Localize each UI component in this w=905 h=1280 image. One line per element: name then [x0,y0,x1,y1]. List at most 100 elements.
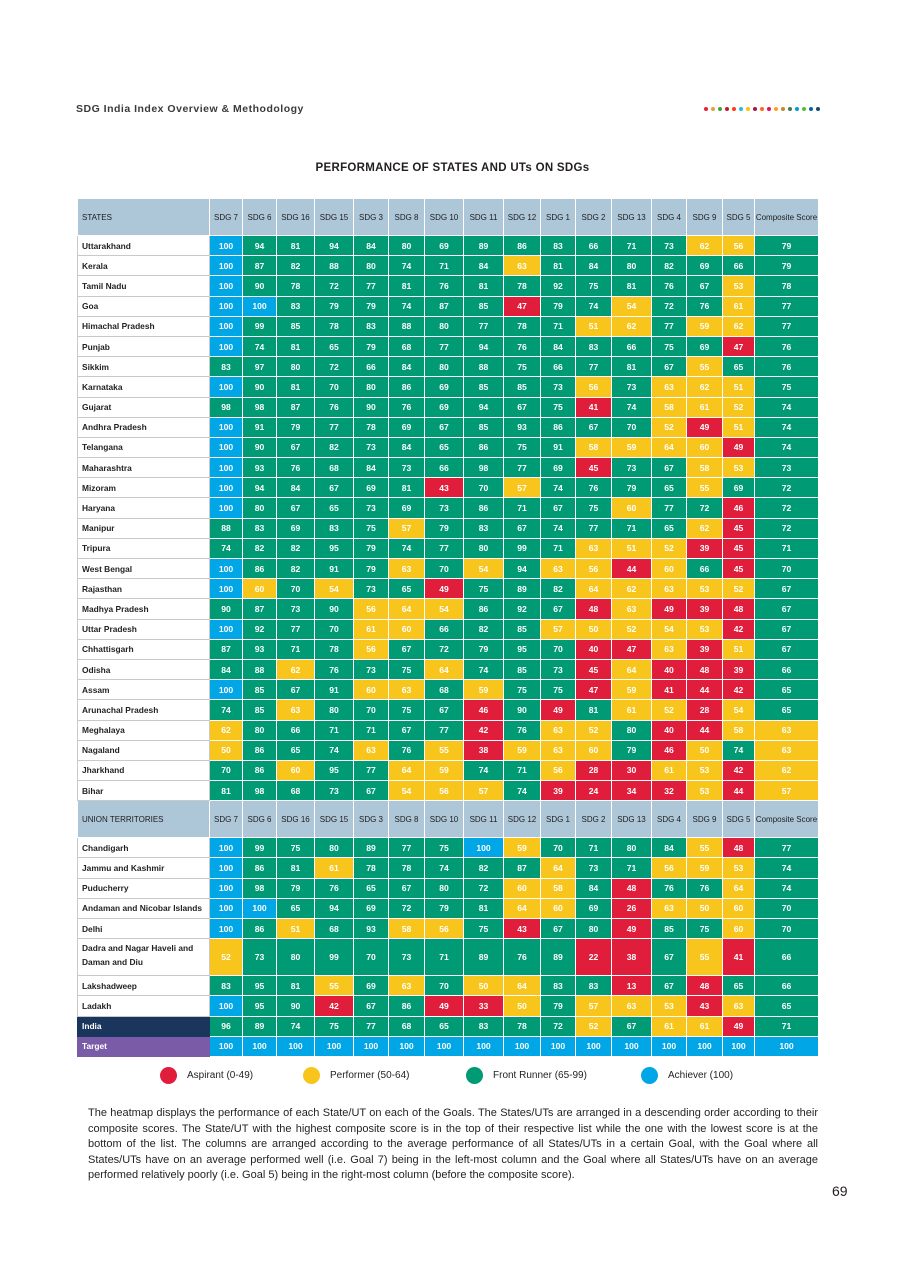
score-cell: 71 [575,837,612,859]
score-cell: 94 [314,234,354,257]
score-cell: 57 [503,477,541,499]
score-cell: 67 [353,995,389,1017]
score-cell: 83 [209,975,243,997]
sdg-dot [746,107,750,111]
score-cell: 84 [463,255,504,277]
score-cell: 56 [353,598,389,620]
score-cell: 41 [722,938,755,977]
row-name: Target [77,1035,210,1057]
sdg-dot [732,107,736,111]
table-row: Karnataka 100 90 81 70 80 86 69 85 85 73 56 73 63 62 51… [77,376,819,398]
score-cell: 74 [276,1015,315,1037]
score-cell: 84 [388,356,425,378]
score-cell: 100 [651,1035,687,1057]
score-cell: 51 [722,376,755,398]
score-cell: 82 [276,255,315,277]
sdg-dot [788,107,792,111]
row-name: Bihar [77,780,210,802]
score-cell: 86 [540,416,576,438]
score-cell: 89 [242,1015,277,1037]
score-cell: 79 [424,517,464,539]
score-cell: 52 [209,938,243,977]
score-cell: 72 [651,295,687,317]
score-cell: 86 [388,376,425,398]
score-cell: 56 [575,557,612,580]
score-cell: 67 [388,638,425,660]
score-cell: 73 [353,497,389,519]
score-cell: 69 [424,396,464,418]
row-name: Gujarat [77,396,210,418]
score-cell: 57 [463,780,504,802]
score-cell: 45 [722,557,755,580]
column-header: SDG 3 [353,198,389,236]
score-cell: 62 [611,315,652,337]
score-cell: 61 [686,396,723,418]
score-cell: 85 [463,295,504,317]
score-cell: 100 [209,255,243,277]
score-cell: 86 [242,739,277,761]
score-cell: 74 [388,537,425,560]
table-row: Bihar 81 98 68 73 67 54 56 57 74 39 24 34 32 53 44 57 [77,780,819,802]
composite-cell: 100 [754,1035,819,1057]
score-cell: 100 [209,897,243,920]
score-cell: 59 [424,759,464,782]
score-cell: 90 [353,396,389,418]
row-name: Sikkim [77,356,210,378]
table-row: Delhi 100 86 51 68 93 58 56 75 43 67 80 49 85 75 60 70 [77,917,819,940]
score-cell: 73 [314,780,354,802]
score-cell: 63 [388,679,425,701]
score-cell: 100 [209,315,243,337]
score-cell: 73 [388,938,425,977]
score-cell: 83 [540,975,576,997]
score-cell: 42 [722,679,755,701]
score-cell: 80 [611,255,652,277]
score-cell: 49 [722,1015,755,1037]
score-cell: 73 [353,658,389,681]
score-cell: 69 [353,897,389,920]
score-cell: 43 [686,995,723,1017]
sdg-dot [816,107,820,111]
score-cell: 55 [686,837,723,859]
score-cell: 65 [314,497,354,519]
composite-cell: 79 [754,255,819,277]
score-cell: 66 [686,557,723,580]
table-row: Madhya Pradesh 90 87 73 90 56 64 54 86 92 67 48 63 49… [77,598,819,620]
score-cell: 100 [353,1035,389,1057]
table-row: Tripura 74 82 82 95 79 74 77 80 99 71 63 51 52 39 45 71 [77,537,819,560]
score-cell: 65 [353,877,389,899]
score-cell: 94 [463,396,504,418]
score-cell: 100 [209,234,243,257]
column-header: SDG 8 [388,198,425,236]
composite-cell: 67 [754,638,819,660]
score-cell: 24 [575,780,612,802]
score-cell: 49 [651,598,687,620]
score-cell: 75 [575,497,612,519]
table-row: Odisha 84 88 62 76 73 75 64 74 85 73 45 64 40 48 39 66 [77,658,819,681]
score-cell: 70 [209,759,243,782]
score-cell: 39 [686,638,723,660]
score-cell: 78 [314,315,354,337]
score-cell: 71 [611,857,652,879]
score-cell: 42 [722,618,755,640]
legend-item-achiever: Achiever (100) [641,1067,733,1084]
score-cell: 32 [651,780,687,802]
column-header: SDG 10 [424,198,464,236]
score-cell: 47 [575,679,612,701]
score-cell: 56 [353,638,389,660]
score-cell: 62 [611,578,652,600]
score-cell: 48 [722,837,755,859]
score-cell: 62 [686,517,723,539]
score-cell: 85 [503,658,541,681]
table-row: Manipur 88 83 69 83 75 57 79 83 67 74 77 71 65 62 45 72 [77,517,819,539]
score-cell: 85 [463,376,504,398]
score-cell: 54 [424,598,464,620]
score-cell: 82 [276,557,315,580]
score-cell: 56 [424,780,464,802]
column-header: SDG 9 [686,198,723,236]
column-header: SDG 11 [463,800,504,839]
column-header: SDG 16 [276,198,315,236]
score-cell: 62 [686,234,723,257]
score-cell: 22 [575,938,612,977]
legend-dot-icon [466,1067,483,1084]
score-cell: 83 [463,517,504,539]
